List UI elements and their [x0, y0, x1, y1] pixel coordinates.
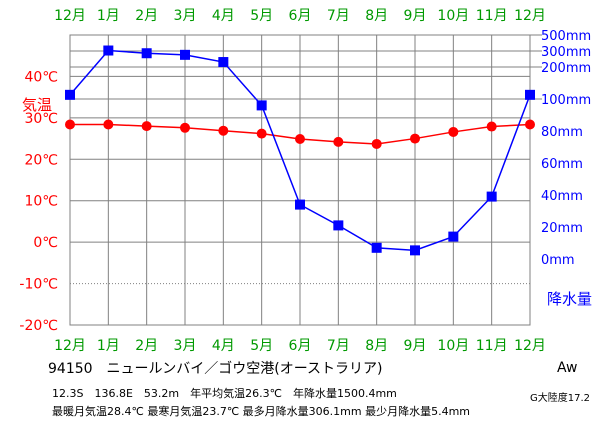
precipitation-point	[295, 199, 305, 210]
month-label: 5月	[250, 8, 273, 24]
precipitation-point	[103, 45, 114, 56]
station-info-line-2: 最暖月気温28.4℃ 最寒月気温23.7℃ 最多月降水量306.1mm 最少月降…	[52, 405, 471, 418]
temperature-point	[410, 133, 420, 144]
temperature-point	[103, 119, 114, 130]
month-label: 12月	[514, 8, 546, 24]
temperature-point	[141, 121, 152, 132]
temperature-point	[256, 128, 267, 139]
precipitation-point	[256, 100, 267, 111]
month-label: 3月	[174, 338, 197, 354]
month-label: 12月	[54, 8, 86, 24]
month-label: 7月	[327, 8, 350, 24]
precipitation-tick-label: 200mm	[541, 61, 591, 76]
precipitation-series	[65, 45, 535, 256]
month-label: 3月	[174, 8, 197, 24]
station-info-line-1: 12.3S 136.8E 53.2m 年平均気温26.3℃ 年降水量1500.4…	[52, 387, 397, 400]
month-label: 2月	[135, 338, 158, 354]
month-label: 8月	[365, 8, 388, 24]
month-label: 10月	[437, 8, 469, 24]
precipitation-point	[448, 231, 459, 242]
climate-type: Aw	[557, 360, 578, 376]
temperature-point	[525, 119, 535, 130]
month-label: 7月	[327, 338, 350, 354]
month-label: 4月	[212, 338, 235, 354]
precipitation-point	[410, 245, 420, 256]
precipitation-point	[180, 49, 190, 60]
temperature-tick-label: 10℃	[24, 194, 58, 210]
precipitation-point	[218, 57, 229, 68]
plot-area-frame	[69, 34, 531, 326]
precipitation-tick-label: 100mm	[541, 93, 591, 108]
precipitation-tick-label: 40mm	[541, 189, 583, 204]
precipitation-tick-label: 500mm	[541, 29, 591, 44]
precipitation-tick-label: 0mm	[541, 253, 575, 268]
precipitation-tick-label: 20mm	[541, 221, 583, 236]
temperature-point	[180, 122, 190, 133]
temperature-point	[218, 125, 229, 136]
month-label: 6月	[289, 8, 312, 24]
temperature-tick-label: -10℃	[19, 277, 58, 293]
month-label: 1月	[97, 338, 120, 354]
precipitation-point	[371, 242, 382, 253]
precipitation-point	[333, 220, 344, 231]
month-label: 10月	[437, 338, 469, 354]
temperature-axis-label: 気温	[22, 96, 52, 114]
temperature-point	[448, 126, 459, 137]
temperature-tick-label: -20℃	[19, 318, 58, 334]
month-label: 5月	[250, 338, 273, 354]
month-label: 1月	[97, 8, 120, 24]
month-label: 6月	[289, 338, 312, 354]
precipitation-tick-label: 300mm	[541, 45, 591, 60]
temperature-point	[333, 136, 344, 147]
temperature-point	[295, 133, 305, 144]
chart-grid	[70, 34, 542, 326]
temperature-series	[65, 119, 535, 149]
precipitation-tick-label: 80mm	[541, 125, 583, 140]
month-label: 2月	[135, 8, 158, 24]
precipitation-point	[525, 89, 535, 100]
precipitation-point	[486, 191, 497, 202]
temperature-point	[371, 138, 382, 149]
station-name: 94150 ニュールンバイ／ゴウ空港(オーストラリア)	[48, 361, 383, 377]
top-month-axis: 12月 1月 2月 3月 4月 5月 6月 7月 8月 9月 10月 11月 12月	[54, 8, 546, 24]
precipitation-point	[65, 89, 75, 100]
temperature-tick-label: 30℃	[24, 111, 58, 127]
month-label: 11月	[476, 8, 508, 24]
continentality-label: G大陸度17.2	[530, 393, 591, 404]
month-label: 12月	[54, 338, 86, 354]
precipitation-point	[141, 48, 152, 59]
precipitation-tick-label: 60mm	[541, 157, 583, 172]
month-label: 9月	[404, 338, 427, 354]
month-label: 4月	[212, 8, 235, 24]
month-label: 8月	[365, 338, 388, 354]
temperature-tick-label: 0℃	[33, 235, 58, 251]
temperature-tick-label: 40℃	[24, 69, 58, 85]
month-label: 12月	[514, 338, 546, 354]
temperature-tick-label: 20℃	[24, 152, 58, 168]
temperature-point	[486, 121, 497, 132]
precipitation-axis-label: 降水量	[547, 290, 592, 308]
month-label: 9月	[404, 8, 427, 24]
bottom-month-axis: 12月 1月 2月 3月 4月 5月 6月 7月 8月 9月 10月 11月 12月	[54, 338, 546, 354]
temperature-point	[65, 119, 75, 130]
month-label: 11月	[476, 338, 508, 354]
temperature-axis: 40℃ 30℃ 20℃ 10℃ 0℃ -10℃ -20℃	[19, 69, 58, 334]
